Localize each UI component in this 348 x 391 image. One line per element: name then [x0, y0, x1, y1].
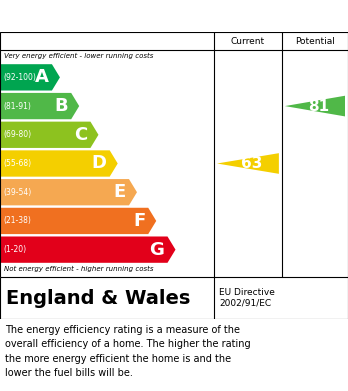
- Text: (21-38): (21-38): [3, 217, 31, 226]
- Polygon shape: [217, 153, 279, 174]
- Text: Very energy efficient - lower running costs: Very energy efficient - lower running co…: [4, 53, 153, 59]
- Polygon shape: [0, 64, 60, 90]
- Text: E: E: [114, 183, 126, 201]
- Text: (39-54): (39-54): [3, 188, 31, 197]
- Text: B: B: [55, 97, 68, 115]
- Text: Energy Efficiency Rating: Energy Efficiency Rating: [5, 9, 215, 23]
- Text: EU Directive
2002/91/EC: EU Directive 2002/91/EC: [219, 288, 275, 308]
- Text: The energy efficiency rating is a measure of the
overall efficiency of a home. T: The energy efficiency rating is a measur…: [5, 325, 251, 378]
- Polygon shape: [0, 179, 137, 205]
- Text: England & Wales: England & Wales: [6, 289, 190, 307]
- Text: G: G: [150, 240, 165, 258]
- Text: (81-91): (81-91): [3, 102, 31, 111]
- Text: Current: Current: [231, 36, 265, 45]
- Polygon shape: [0, 122, 98, 148]
- Polygon shape: [0, 93, 79, 119]
- Text: (1-20): (1-20): [3, 245, 26, 254]
- Polygon shape: [285, 96, 345, 117]
- Text: D: D: [92, 154, 107, 172]
- Text: (92-100): (92-100): [3, 73, 36, 82]
- Text: Potential: Potential: [295, 36, 335, 45]
- Text: C: C: [74, 126, 87, 144]
- Polygon shape: [0, 151, 118, 177]
- Text: A: A: [35, 68, 49, 86]
- Polygon shape: [0, 208, 156, 234]
- Text: F: F: [133, 212, 145, 230]
- Text: Not energy efficient - higher running costs: Not energy efficient - higher running co…: [4, 266, 153, 272]
- Polygon shape: [0, 237, 175, 263]
- Text: (69-80): (69-80): [3, 130, 31, 139]
- Text: (55-68): (55-68): [3, 159, 31, 168]
- Text: 81: 81: [308, 99, 330, 113]
- Text: 63: 63: [241, 156, 263, 171]
